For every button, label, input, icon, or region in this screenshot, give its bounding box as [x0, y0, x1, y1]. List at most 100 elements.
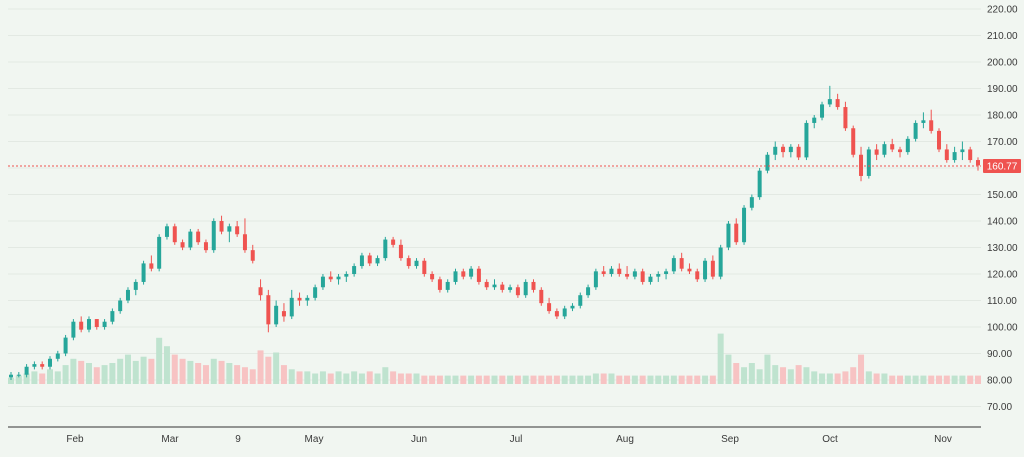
volume-bar	[296, 371, 303, 384]
volume-bar	[265, 356, 272, 384]
volume-bar	[117, 358, 124, 384]
volume-bar	[694, 375, 701, 384]
candle-body	[531, 281, 536, 290]
candle-body	[921, 120, 926, 123]
candle-body	[843, 107, 848, 129]
volume-bar	[374, 373, 381, 384]
candle-body	[40, 364, 45, 367]
volume-bar	[936, 375, 943, 384]
candle-body	[94, 319, 99, 327]
volume-bar	[382, 367, 389, 384]
candle-body	[164, 226, 169, 237]
volume-bar	[889, 375, 896, 384]
volume-bar	[148, 358, 155, 384]
volume-bar	[70, 358, 77, 384]
volume-bar	[483, 375, 490, 384]
volume-bar	[678, 375, 685, 384]
candle-body	[593, 271, 598, 288]
volume-bar	[522, 375, 529, 384]
candle-body	[586, 287, 591, 296]
candle-body	[235, 226, 240, 235]
volume-bar	[748, 363, 755, 384]
candle-body	[905, 138, 910, 153]
candle-body	[695, 271, 700, 280]
volume-bar	[865, 371, 872, 384]
volume-bar	[670, 375, 677, 384]
volume-bar	[717, 333, 724, 384]
candle-body	[476, 268, 481, 282]
candle-body	[523, 281, 528, 296]
volume-bar	[140, 356, 147, 384]
candle-body	[367, 255, 372, 264]
candle-body	[79, 321, 84, 330]
volume-bar	[873, 373, 880, 384]
candle-body	[898, 149, 903, 153]
volume-bar	[280, 365, 287, 384]
volume-bar	[655, 375, 662, 384]
volume-bar	[8, 377, 14, 384]
volume-bar	[413, 373, 420, 384]
candle-body	[445, 281, 450, 290]
volume-bar	[787, 369, 794, 384]
y-tick-label: 220.00	[987, 5, 1018, 16]
volume-bar	[585, 375, 592, 384]
candle-body	[313, 287, 318, 298]
candle-body	[640, 271, 645, 282]
y-tick-label: 70.00	[987, 402, 1012, 413]
candle-body	[281, 311, 286, 317]
x-tick-label: Mar	[161, 434, 179, 445]
x-tick-label: Aug	[616, 434, 634, 445]
candle-body	[110, 311, 115, 322]
volume-bar	[468, 375, 475, 384]
candle-body	[742, 207, 747, 243]
candle-body	[687, 268, 692, 272]
candle-body	[492, 284, 497, 288]
candle-body	[703, 260, 708, 280]
candle-body	[461, 271, 466, 277]
candle-body	[617, 268, 622, 274]
volume-bar	[709, 375, 716, 384]
volume-bar	[452, 375, 459, 384]
y-tick-label: 180.00	[987, 111, 1018, 122]
candle-body	[944, 149, 949, 161]
volume-bar	[124, 354, 131, 384]
candle-body	[625, 274, 630, 277]
candle-body	[726, 223, 731, 248]
volume-bar	[951, 375, 958, 384]
volume-bar	[234, 365, 241, 384]
volume-bar	[241, 367, 248, 384]
candles	[9, 85, 980, 380]
candle-body	[86, 319, 91, 330]
volume-bar	[780, 367, 787, 384]
x-tick-label: Sep	[721, 434, 739, 445]
candle-body	[133, 281, 138, 290]
candle-body	[960, 149, 965, 153]
candle-body	[882, 144, 887, 155]
candle-body	[430, 274, 435, 280]
volume-bar	[811, 371, 818, 384]
volume-bar	[421, 375, 428, 384]
candle-body	[258, 287, 263, 296]
candle-body	[765, 154, 770, 171]
candle-body	[515, 287, 520, 296]
volume-bar	[967, 375, 974, 384]
candle-body	[16, 374, 21, 376]
candle-body	[757, 170, 762, 198]
y-tick-label: 140.00	[987, 217, 1018, 228]
candle-body	[632, 271, 637, 277]
volume-bar	[795, 365, 802, 384]
candle-body	[336, 276, 341, 280]
candle-body	[219, 221, 224, 232]
x-tick-label: Jul	[510, 434, 523, 445]
candle-body	[289, 297, 294, 317]
candle-body	[804, 122, 809, 158]
candle-body	[796, 146, 801, 158]
candle-body	[968, 149, 973, 161]
volume-bar	[686, 375, 693, 384]
volume-bar	[109, 363, 116, 384]
volume-bar	[553, 375, 560, 384]
candle-body	[437, 279, 442, 290]
volume-bar	[54, 371, 61, 384]
volume-bar	[756, 369, 763, 384]
